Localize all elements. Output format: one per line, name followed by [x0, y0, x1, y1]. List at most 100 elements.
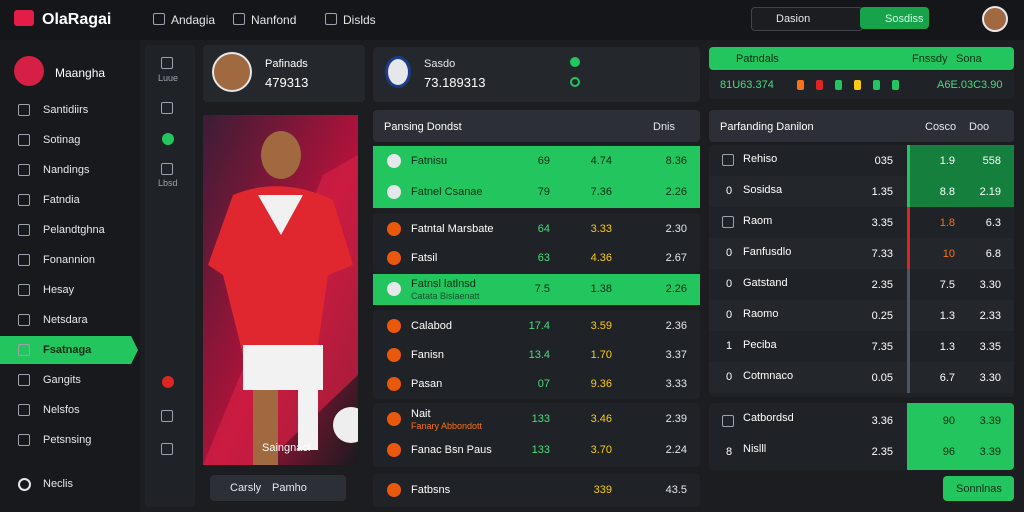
header-button-text[interactable]: Sosdiss: [885, 13, 924, 25]
odds-value: 3.33: [665, 378, 687, 390]
ticker-dot: [854, 80, 861, 90]
row-value: 6.8: [985, 248, 1001, 260]
row-bar: [907, 269, 910, 300]
menu-item[interactable]: Fatndia: [43, 194, 80, 206]
menu-item[interactable]: Gangits: [43, 374, 81, 386]
mini-icon: [161, 163, 173, 175]
profile-name: Maangha: [55, 66, 106, 80]
menu-item[interactable]: Petsnsing: [43, 434, 92, 446]
mini-icon: [161, 57, 173, 69]
row-lead: 1: [726, 340, 733, 352]
row-value: 035: [874, 155, 893, 167]
odds-value: 8.36: [665, 155, 687, 167]
odds-value: 3.37: [665, 349, 687, 361]
mini-sidebar: [145, 45, 195, 507]
mini-dot: [162, 133, 174, 145]
logo-icon: [14, 10, 34, 26]
nav-icon: [153, 13, 165, 25]
menu-item[interactable]: Hesay: [43, 284, 75, 296]
search-box: [751, 7, 863, 31]
odds-value: 3.46: [590, 413, 612, 425]
odds-value: 13.4: [528, 349, 550, 361]
header-button: [860, 7, 929, 29]
menu-item[interactable]: Nelsfos: [43, 404, 80, 416]
team-name: Fanisn: [411, 349, 445, 361]
menu-icon: [18, 164, 30, 176]
ticker-text: A6E.03C3.90: [937, 79, 1003, 91]
mini-icon: [161, 410, 173, 422]
menu-item[interactable]: Netsdara: [43, 314, 88, 326]
nav-icon: [325, 13, 337, 25]
odds-group: [373, 403, 700, 467]
row-value: 2.19: [979, 186, 1001, 198]
row-icon: [722, 415, 734, 427]
row-value: 3.36: [871, 415, 893, 427]
sidebar-footer[interactable]: Neclis: [43, 478, 73, 490]
row-value: 3.35: [979, 341, 1001, 353]
team-badge: [387, 348, 401, 362]
nav-icon: [233, 13, 245, 25]
row-value: 3.30: [979, 279, 1001, 291]
team-badge: [387, 251, 401, 265]
right-filter[interactable]: Doo: [969, 121, 990, 133]
menu-item[interactable]: Santidiirs: [43, 104, 89, 116]
menu-item[interactable]: Pelandtghna: [43, 224, 105, 236]
nav-item[interactable]: Dislds: [343, 13, 376, 27]
banner-text: Fnssdy: [912, 53, 948, 65]
odds-value: 07: [537, 378, 550, 390]
team-name: Nait: [411, 408, 431, 420]
row-lead: 8: [726, 446, 733, 458]
highlight-row: [373, 146, 700, 177]
odds-value: 4.74: [590, 155, 612, 167]
player-button[interactable]: Carsly: [230, 482, 262, 494]
menu-item[interactable]: Fsatnaga: [43, 344, 92, 356]
row-stripe: [709, 362, 1014, 393]
highlight-cell: [907, 145, 1014, 176]
right-filter[interactable]: Cosco: [925, 121, 957, 133]
odds-value: 43.5: [665, 484, 687, 496]
club-badge: [385, 56, 411, 88]
row-value: 3.30: [979, 372, 1001, 384]
middle-filter[interactable]: Dnis: [653, 121, 676, 133]
odds-value: 133: [531, 413, 550, 425]
search-text[interactable]: Dasion: [776, 13, 811, 25]
odds-value: 133: [531, 444, 550, 456]
menu-icon: [18, 194, 30, 206]
row-name: Raom: [743, 215, 773, 227]
nav-item[interactable]: Andagia: [171, 13, 216, 27]
row-name: Raomo: [743, 308, 779, 320]
row-value: 2.33: [979, 310, 1001, 322]
team-badge: [387, 154, 401, 168]
row-name: Rehiso: [743, 153, 778, 165]
team-name: Fatntal Marsbate: [411, 223, 494, 235]
row-value: 6.3: [985, 217, 1001, 229]
odds-value: 7.36: [590, 186, 612, 198]
odds-value: 9.36: [590, 378, 612, 390]
avatar: [982, 6, 1008, 32]
team-badge: [387, 483, 401, 497]
odds-value: 2.24: [665, 444, 687, 456]
odds-value: 17.4: [528, 320, 550, 332]
row-stripe: [709, 238, 1014, 269]
player-button[interactable]: Pamho: [272, 482, 307, 494]
team-badge: [387, 412, 401, 426]
ticker-dot: [816, 80, 823, 90]
status-dot: [570, 57, 580, 67]
odds-value: 63: [537, 252, 550, 264]
right-button-text[interactable]: Sonnlnas: [956, 483, 1002, 495]
middle-header: [373, 110, 700, 142]
menu-item[interactable]: Nandings: [43, 164, 90, 176]
nav-item[interactable]: Nanfond: [251, 13, 297, 27]
row-stripe: [709, 300, 1014, 331]
row-lead: 0: [726, 309, 733, 321]
mini-icon: [161, 102, 173, 114]
row-value: 3.39: [979, 446, 1001, 458]
ticker: [709, 71, 1014, 99]
row-lead: 0: [726, 371, 733, 383]
banner-text: Patndals: [736, 53, 779, 65]
menu-item[interactable]: Fonannion: [43, 254, 95, 266]
row-bar: [907, 145, 910, 176]
match-title: Sasdo: [424, 58, 456, 70]
menu-item[interactable]: Sotinag: [43, 134, 81, 146]
odds-value: 3.59: [590, 320, 612, 332]
